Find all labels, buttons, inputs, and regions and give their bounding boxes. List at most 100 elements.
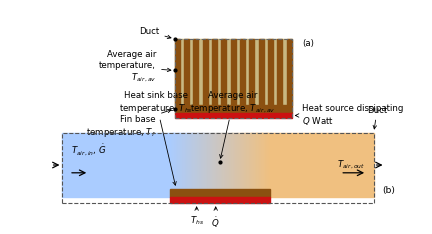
Bar (192, 133, 194, 197)
Bar (217, 133, 219, 197)
Bar (225, 133, 227, 197)
Bar (194, 133, 195, 197)
Bar (270, 133, 374, 197)
Bar (180, 133, 181, 197)
Bar (257, 133, 259, 197)
Bar (249, 39, 254, 105)
Bar (186, 133, 188, 197)
Bar (248, 133, 251, 197)
Bar (268, 39, 273, 105)
Bar (262, 133, 264, 197)
Bar (266, 133, 268, 197)
Bar (231, 133, 233, 197)
Bar (208, 133, 210, 197)
Bar (175, 113, 292, 118)
Text: $\dot{Q}$: $\dot{Q}$ (212, 207, 220, 230)
Bar (236, 133, 238, 197)
Bar (206, 133, 208, 197)
Bar (221, 133, 223, 197)
Bar (205, 133, 206, 197)
Bar (240, 39, 245, 105)
Bar (248, 133, 249, 197)
Bar (62, 133, 374, 203)
Bar (223, 133, 226, 197)
Bar (176, 133, 178, 197)
Bar (219, 133, 220, 197)
Bar (203, 39, 207, 105)
Bar (241, 133, 243, 197)
Bar (264, 133, 266, 197)
Bar (172, 133, 174, 197)
Bar (198, 133, 200, 197)
Bar (238, 133, 241, 197)
Bar (235, 133, 237, 197)
Bar (250, 133, 252, 197)
Bar (231, 39, 235, 105)
Bar (277, 39, 283, 105)
Bar (175, 105, 292, 113)
Bar (267, 133, 270, 197)
Text: Duct: Duct (139, 27, 171, 39)
Bar (173, 133, 175, 197)
Bar (246, 133, 248, 197)
Bar (227, 133, 229, 197)
Bar (287, 39, 292, 105)
Bar (211, 133, 213, 197)
Bar (188, 133, 190, 197)
Bar (201, 133, 203, 197)
Bar (230, 133, 232, 197)
Text: $T_{hs}$: $T_{hs}$ (190, 207, 203, 227)
Bar (254, 133, 256, 197)
Text: $T_{air,out}$: $T_{air,out}$ (337, 159, 365, 171)
Bar (169, 133, 172, 197)
Bar (207, 133, 209, 197)
Bar (256, 133, 258, 197)
Bar (169, 189, 270, 197)
Text: (b): (b) (382, 186, 395, 195)
Bar (232, 133, 234, 197)
Bar (191, 133, 193, 197)
Bar (184, 39, 189, 105)
Bar (242, 133, 244, 197)
Bar (229, 133, 230, 197)
Text: $T_{air,in}$, $\dot{G}$: $T_{air,in}$, $\dot{G}$ (71, 143, 106, 158)
Bar (221, 39, 226, 105)
Bar (212, 133, 214, 197)
Bar (215, 133, 216, 197)
Bar (169, 197, 270, 203)
Bar (261, 133, 263, 197)
Bar (237, 133, 239, 197)
Text: Heat sink base
temperature, $T_{hs}$: Heat sink base temperature, $T_{hs}$ (119, 91, 193, 185)
Bar (181, 133, 183, 197)
Bar (210, 133, 212, 197)
Bar (216, 133, 218, 197)
Bar (240, 133, 242, 197)
Bar (194, 133, 197, 197)
Bar (183, 133, 185, 197)
Text: Duct: Duct (367, 106, 387, 129)
Bar (175, 133, 176, 197)
Bar (259, 39, 264, 105)
Bar (190, 133, 191, 197)
Text: Average air
temperature, $T_{air,av}$: Average air temperature, $T_{air,av}$ (191, 91, 276, 158)
Bar (212, 39, 217, 105)
Bar (197, 133, 199, 197)
Bar (193, 39, 198, 105)
Bar (200, 133, 202, 197)
Text: Heat source dissipating
$Q$ Watt: Heat source dissipating $Q$ Watt (295, 104, 403, 127)
Bar (62, 133, 169, 197)
Bar (244, 133, 245, 197)
Bar (213, 133, 216, 197)
Bar (203, 133, 205, 197)
Bar (175, 39, 292, 118)
Bar (259, 133, 260, 197)
Bar (260, 133, 262, 197)
Bar (175, 39, 292, 105)
Bar (251, 133, 253, 197)
Bar (202, 133, 204, 197)
Bar (184, 133, 187, 197)
Bar (255, 133, 257, 197)
Bar (234, 133, 235, 197)
Text: Average air
temperature,
$T_{air,av}$: Average air temperature, $T_{air,av}$ (99, 50, 171, 84)
Bar (265, 133, 267, 197)
